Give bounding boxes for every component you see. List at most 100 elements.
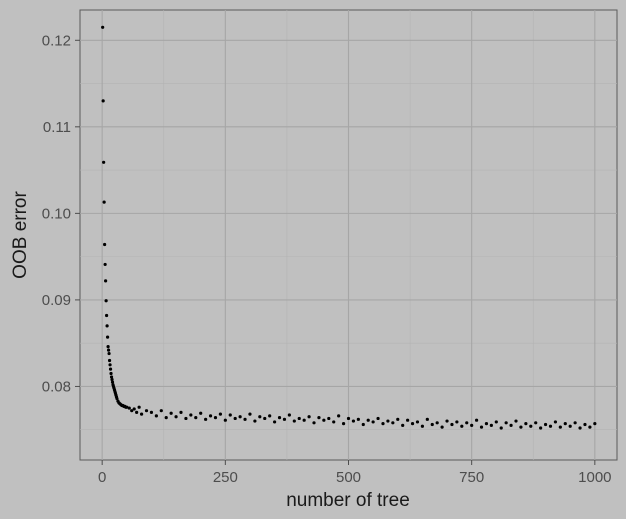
data-point-85 bbox=[337, 414, 341, 418]
data-point-29 bbox=[115, 396, 119, 401]
data-point-105 bbox=[435, 421, 439, 425]
data-point-94 bbox=[381, 422, 385, 426]
data-point-74 bbox=[282, 417, 287, 421]
data-point-10 bbox=[105, 335, 110, 339]
data-point-136 bbox=[588, 425, 592, 429]
data-point-134 bbox=[578, 426, 582, 430]
data-point-55 bbox=[189, 413, 193, 417]
data-point-130 bbox=[558, 425, 562, 429]
data-point-43 bbox=[135, 410, 139, 415]
data-point-92 bbox=[371, 420, 375, 424]
axes: 0 250 500 750 1000 0.08 0.09 0.10 0.11 0.12 bbox=[42, 32, 612, 486]
data-point-123 bbox=[524, 422, 528, 426]
data-point-111 bbox=[465, 421, 469, 425]
data-point-126 bbox=[539, 426, 543, 430]
data-point-102 bbox=[420, 424, 424, 428]
data-point-120 bbox=[509, 423, 513, 427]
data-point-53 bbox=[179, 410, 183, 415]
data-point-121 bbox=[514, 419, 518, 423]
data-point-16 bbox=[108, 367, 113, 371]
y-tick-label-0: 0.08 bbox=[42, 378, 71, 395]
data-point-114 bbox=[479, 425, 484, 429]
data-point-81 bbox=[317, 415, 321, 420]
data-point-39 bbox=[125, 405, 129, 409]
data-point-100 bbox=[410, 422, 415, 426]
data-point-14 bbox=[107, 358, 112, 363]
y-axis-title: OOB error bbox=[10, 191, 31, 279]
data-point-122 bbox=[519, 425, 523, 429]
data-point-63 bbox=[228, 413, 232, 417]
data-point-124 bbox=[529, 424, 533, 428]
data-point-93 bbox=[376, 416, 380, 421]
data-point-5 bbox=[103, 262, 107, 267]
y-tick-label-4: 0.12 bbox=[42, 32, 71, 49]
data-point-57 bbox=[199, 411, 203, 415]
data-point-128 bbox=[548, 424, 553, 428]
grid-lines bbox=[80, 10, 617, 460]
data-point-104 bbox=[430, 422, 434, 427]
data-point-8 bbox=[105, 313, 109, 318]
data-point-125 bbox=[534, 421, 538, 425]
data-point-68 bbox=[253, 419, 257, 423]
data-point-47 bbox=[149, 410, 154, 415]
data-point-96 bbox=[391, 421, 395, 425]
data-point-83 bbox=[327, 416, 331, 421]
data-point-13 bbox=[107, 351, 111, 356]
data-point-91 bbox=[366, 418, 370, 422]
x-tick-label-2: 500 bbox=[336, 469, 361, 486]
data-point-72 bbox=[273, 420, 277, 424]
x-tick-label-4: 1000 bbox=[578, 469, 611, 486]
data-point-99 bbox=[406, 418, 410, 422]
data-point-88 bbox=[351, 419, 356, 423]
data-point-48 bbox=[154, 414, 158, 418]
data-point-58 bbox=[204, 417, 208, 421]
data-point-129 bbox=[553, 420, 558, 424]
data-point-86 bbox=[341, 422, 346, 426]
data-point-118 bbox=[499, 426, 503, 430]
data-point-59 bbox=[208, 414, 213, 418]
data-point-51 bbox=[169, 411, 173, 415]
data-point-4 bbox=[103, 242, 107, 247]
data-point-20 bbox=[110, 380, 115, 384]
data-point-6 bbox=[104, 279, 108, 283]
data-point-19 bbox=[110, 377, 114, 382]
data-point-70 bbox=[263, 416, 267, 421]
data-point-131 bbox=[563, 422, 567, 426]
x-tick-label-1: 250 bbox=[213, 469, 238, 486]
data-point-15 bbox=[108, 363, 112, 367]
data-point-7 bbox=[104, 299, 108, 303]
data-point-103 bbox=[425, 417, 429, 421]
data-point-61 bbox=[218, 412, 223, 416]
data-point-107 bbox=[445, 419, 449, 423]
y-tick-label-2: 0.10 bbox=[42, 205, 71, 222]
x-axis-title: number of tree bbox=[286, 490, 410, 511]
data-point-49 bbox=[159, 409, 163, 413]
data-point-135 bbox=[583, 422, 587, 427]
y-tick-label-3: 0.11 bbox=[43, 119, 71, 136]
data-point-56 bbox=[194, 415, 198, 420]
data-point-40 bbox=[127, 406, 131, 410]
data-point-17 bbox=[109, 371, 113, 376]
data-point-106 bbox=[440, 425, 444, 429]
data-point-127 bbox=[543, 422, 548, 427]
y-tick-label-1: 0.09 bbox=[42, 292, 71, 309]
data-point-46 bbox=[144, 409, 149, 413]
data-point-41 bbox=[130, 409, 134, 413]
data-point-87 bbox=[346, 416, 351, 421]
data-point-79 bbox=[307, 415, 311, 419]
data-point-75 bbox=[287, 413, 291, 417]
data-point-119 bbox=[504, 421, 508, 425]
data-point-3 bbox=[102, 200, 106, 204]
data-point-89 bbox=[356, 417, 360, 421]
data-point-133 bbox=[573, 421, 577, 425]
data-point-9 bbox=[105, 324, 109, 328]
data-point-42 bbox=[132, 407, 136, 411]
data-point-67 bbox=[248, 412, 252, 416]
data-point-98 bbox=[401, 423, 405, 427]
data-point-71 bbox=[268, 414, 272, 418]
data-point-82 bbox=[322, 418, 326, 422]
data-point-0 bbox=[101, 25, 105, 29]
data-point-112 bbox=[470, 423, 474, 427]
data-point-50 bbox=[164, 415, 168, 420]
